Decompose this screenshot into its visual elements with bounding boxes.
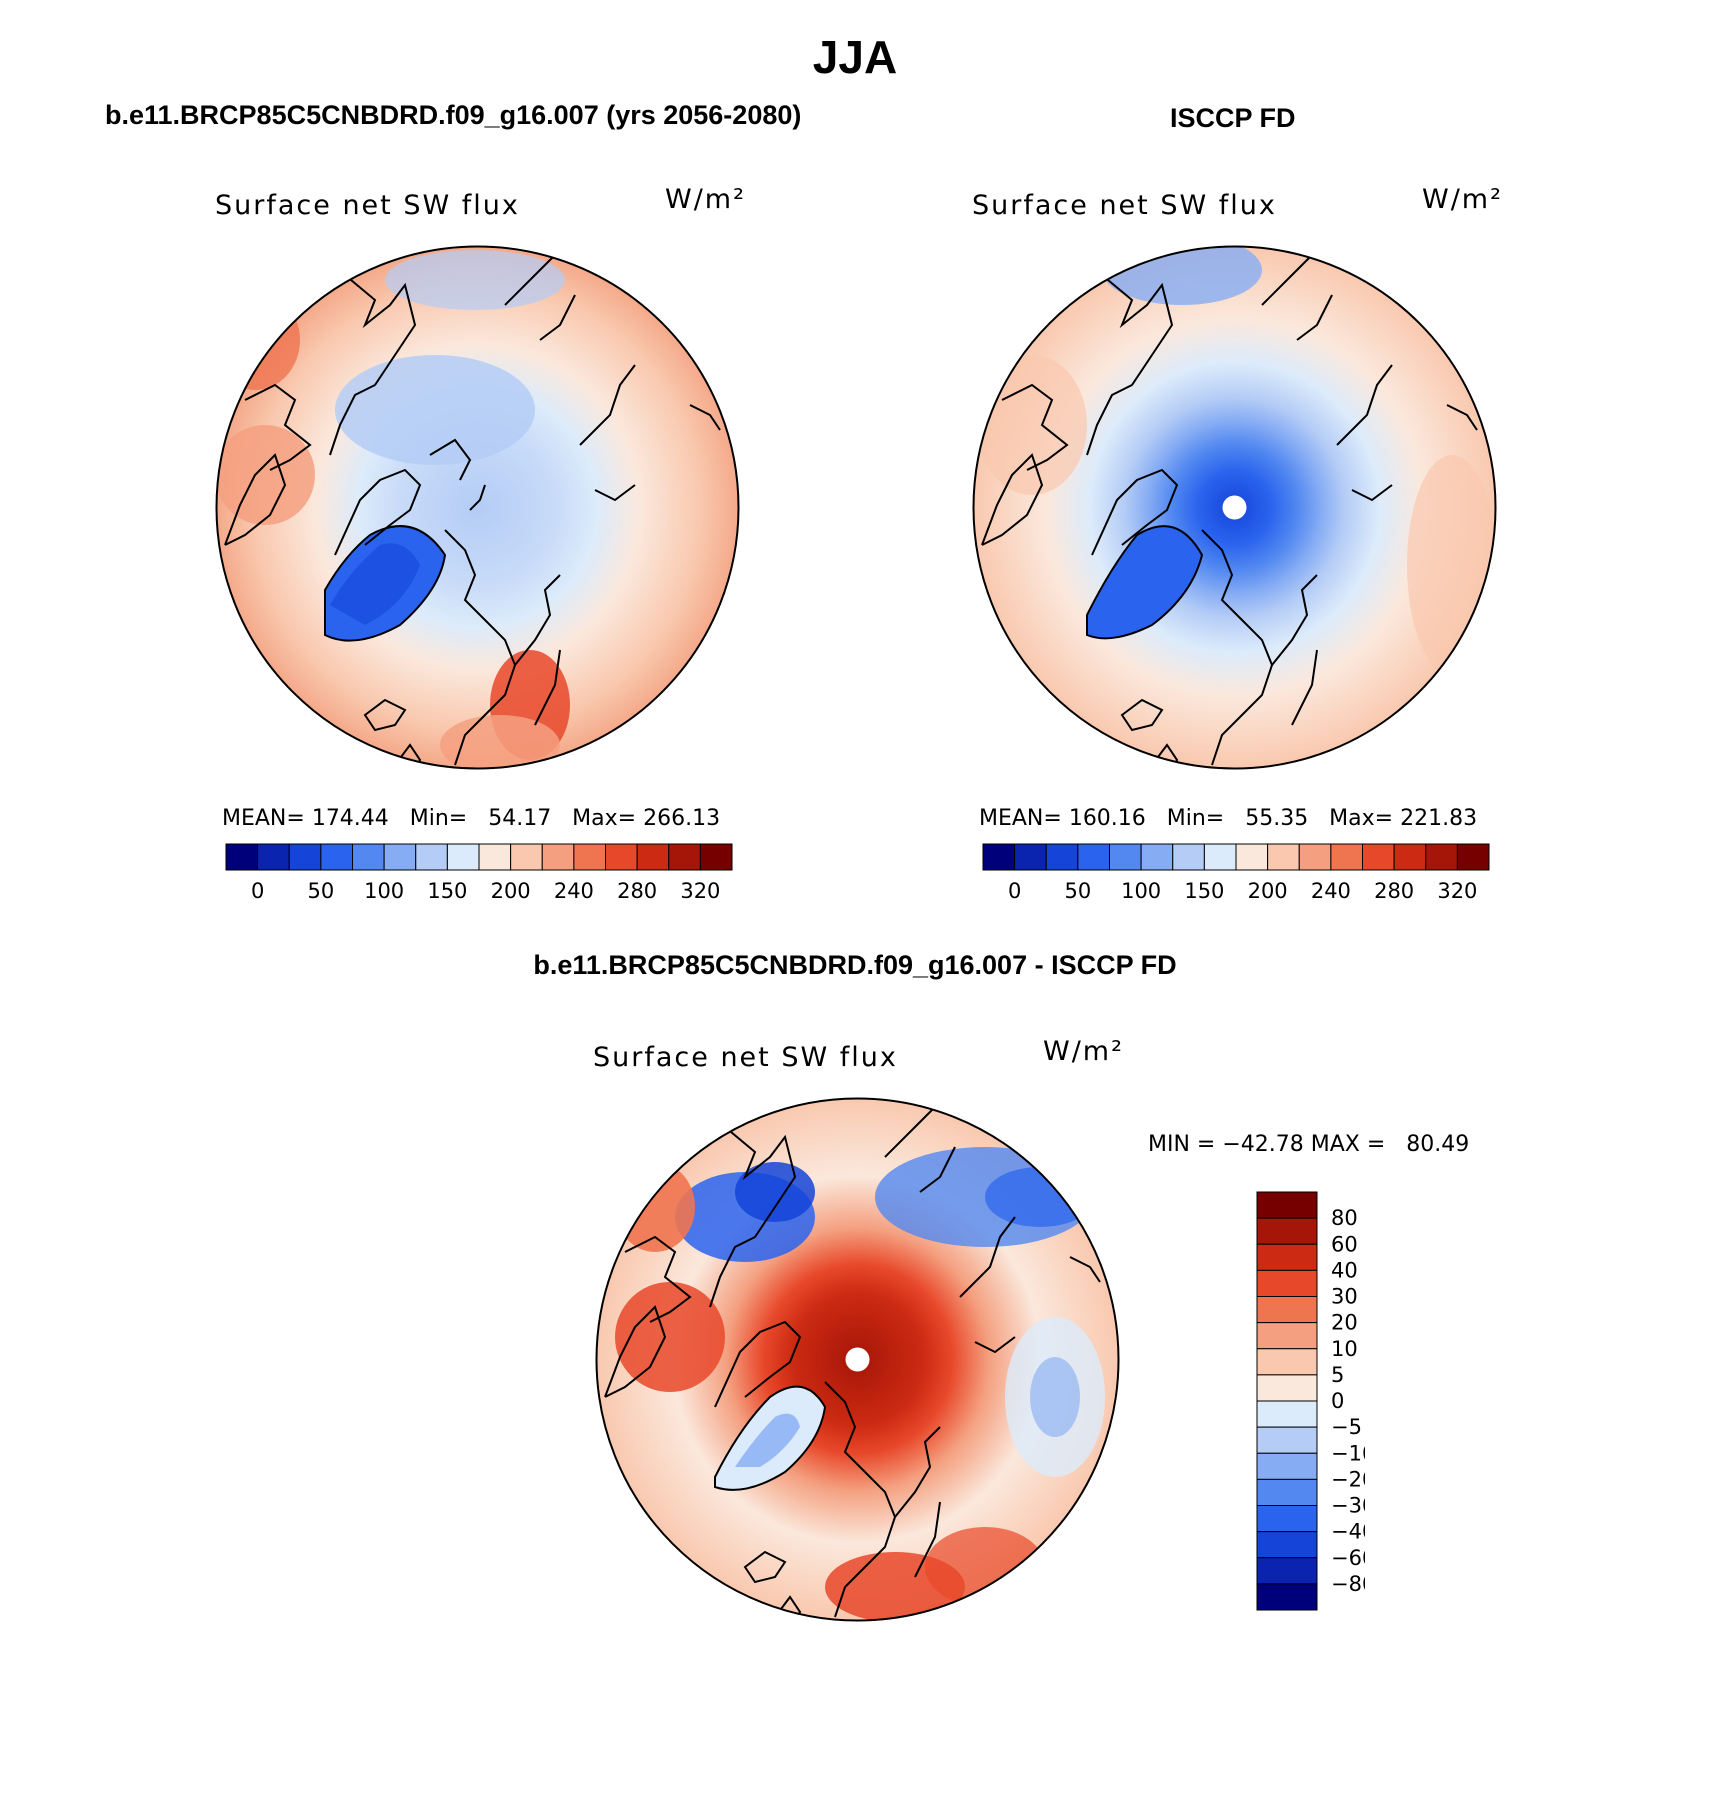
panel2-colorbar-box (1203, 843, 1237, 871)
panel3-colorbar-label: −20 (1331, 1467, 1365, 1491)
panel1-colorbar-box (636, 843, 670, 871)
panel3-colorbar-label: −5 (1331, 1415, 1362, 1439)
panel2-colorbar-box (1014, 843, 1047, 871)
panel3-polar-map (595, 1097, 1120, 1622)
panel3-colorbar-label: 60 (1331, 1232, 1358, 1256)
panel1-colorbar-box (699, 843, 733, 871)
panel2-title: ISCCP FD (1170, 103, 1296, 133)
panel2-colorbar-label: 200 (1248, 879, 1288, 903)
panel3-colorbar-label: −60 (1331, 1546, 1365, 1570)
panel3-colorbar-box (1256, 1348, 1318, 1376)
panel3-colorbar-label: 0 (1331, 1389, 1344, 1413)
panel3-variable-label: Surface net SW flux (593, 1042, 898, 1073)
panel3-colorbar-label: 30 (1331, 1285, 1358, 1309)
panel1-stats: MEAN= 174.44 Min= 54.17 Max= 266.13 (222, 806, 721, 831)
panel1-colorbar-box (320, 843, 353, 871)
panel1-colorbar-box (225, 843, 259, 871)
panel1-colorbar-box (478, 843, 512, 871)
panel2-colorbar-box (1298, 843, 1332, 871)
panel2-colorbar-box (1140, 843, 1174, 871)
panel1-title: b.e11.BRCP85C5CNBDRD.f09_g16.007 (yrs 20… (105, 100, 802, 130)
panel1-colorbar-box (257, 843, 290, 871)
panel2-colorbar-label: 280 (1374, 879, 1414, 903)
panel1-polar-map (215, 245, 740, 770)
panel2-colorbar: 0 50 100 150 200 240 280 320 (982, 843, 1490, 903)
panel2-colorbar-box (1077, 843, 1110, 871)
panel3-colorbar-box (1256, 1374, 1318, 1402)
panel3-colorbar-box (1256, 1452, 1318, 1480)
panel3-colorbar-box (1256, 1400, 1318, 1428)
panel3-colorbar-label: −10 (1331, 1441, 1365, 1465)
panel2-colorbar-box (1393, 843, 1427, 871)
panel3-colorbar-label: 40 (1331, 1258, 1358, 1282)
panel2-colorbar-box (1330, 843, 1363, 871)
panel2-colorbar-box (1172, 843, 1205, 871)
panel1-colorbar-box (352, 843, 385, 871)
panel1-units: W/m² (665, 184, 746, 215)
panel3-colorbar-label: 20 (1331, 1311, 1358, 1335)
panel2-colorbar-box (982, 843, 1016, 871)
panel1-colorbar-box (415, 843, 448, 871)
panel3-colorbar-label: 80 (1331, 1206, 1358, 1230)
panel3-colorbar-box (1256, 1531, 1318, 1559)
panel1-colorbar-label: 240 (554, 879, 594, 903)
panel2-colorbar-box (1267, 843, 1300, 871)
panel1-colorbar-label: 50 (308, 879, 335, 903)
panel2-variable-label: Surface net SW flux (972, 190, 1277, 221)
panel3-colorbar-box (1256, 1583, 1318, 1611)
panel2-stats: MEAN= 160.16 Min= 55.35 Max= 221.83 (979, 806, 1478, 831)
panel3-units: W/m² (1043, 1036, 1124, 1067)
panel2-colorbar-label: 150 (1184, 879, 1224, 903)
panel3-colorbar-box (1256, 1322, 1318, 1350)
panel1-colorbar-box (510, 843, 543, 871)
panel1-colorbar: 0 50 100 150 200 240 280 320 (225, 843, 733, 903)
panel3-colorbar-box (1256, 1426, 1318, 1454)
panel3-colorbar-box (1256, 1191, 1318, 1219)
figure-title: JJA (812, 31, 898, 83)
panel1-colorbar-box (383, 843, 417, 871)
panel1-colorbar-label: 280 (617, 879, 657, 903)
panel3-colorbar-box (1256, 1217, 1318, 1245)
panel1-colorbar-box (605, 843, 638, 871)
panel1-colorbar-label: 200 (491, 879, 531, 903)
panel1-colorbar-label: 150 (427, 879, 467, 903)
panel2-colorbar-box (1456, 843, 1490, 871)
panel3-colorbar-box (1256, 1243, 1318, 1271)
panel2-polar-map (972, 245, 1497, 770)
panel2-colorbar-label: 240 (1311, 879, 1351, 903)
panel3-colorbar-box (1256, 1269, 1318, 1297)
panel2-colorbar-box (1235, 843, 1269, 871)
panel3-colorbar-label: −30 (1331, 1494, 1365, 1518)
panel3-colorbar-label: −80 (1331, 1572, 1365, 1596)
panel3-colorbar-label: 5 (1331, 1363, 1344, 1387)
panel2-colorbar-label: 320 (1437, 879, 1477, 903)
panel2-colorbar-box (1045, 843, 1079, 871)
panel3-colorbar-box (1256, 1296, 1318, 1324)
panel1-colorbar-label: 100 (364, 879, 404, 903)
panel2-units: W/m² (1422, 184, 1503, 215)
panel2-colorbar-label: 100 (1121, 879, 1161, 903)
panel2-colorbar-box (1109, 843, 1142, 871)
panel3-colorbar-label: −40 (1331, 1520, 1365, 1544)
panel1-colorbar-box (573, 843, 606, 871)
panel1-colorbar-box (446, 843, 480, 871)
panel2-colorbar-label: 0 (1008, 879, 1021, 903)
panel3-stats: MIN = −42.78 MAX = 80.49 (1148, 1132, 1470, 1157)
panel1-colorbar-label: 320 (680, 879, 720, 903)
panel2-colorbar-label: 50 (1065, 879, 1092, 903)
panel2-colorbar-box (1425, 843, 1458, 871)
panel3-colorbar-box (1256, 1505, 1318, 1533)
panel1-colorbar-label: 0 (251, 879, 264, 903)
panel1-colorbar-box (668, 843, 701, 871)
panel3-colorbar-box (1256, 1478, 1318, 1506)
panel2-colorbar-box (1362, 843, 1395, 871)
panel3-colorbar-label: 10 (1331, 1337, 1358, 1361)
panel3-colorbar-box (1256, 1557, 1318, 1585)
panel1-variable-label: Surface net SW flux (215, 190, 520, 221)
panel1-colorbar-box (541, 843, 575, 871)
panel3-title: b.e11.BRCP85C5CNBDRD.f09_g16.007 - ISCCP… (533, 950, 1177, 980)
panel1-colorbar-box (288, 843, 322, 871)
